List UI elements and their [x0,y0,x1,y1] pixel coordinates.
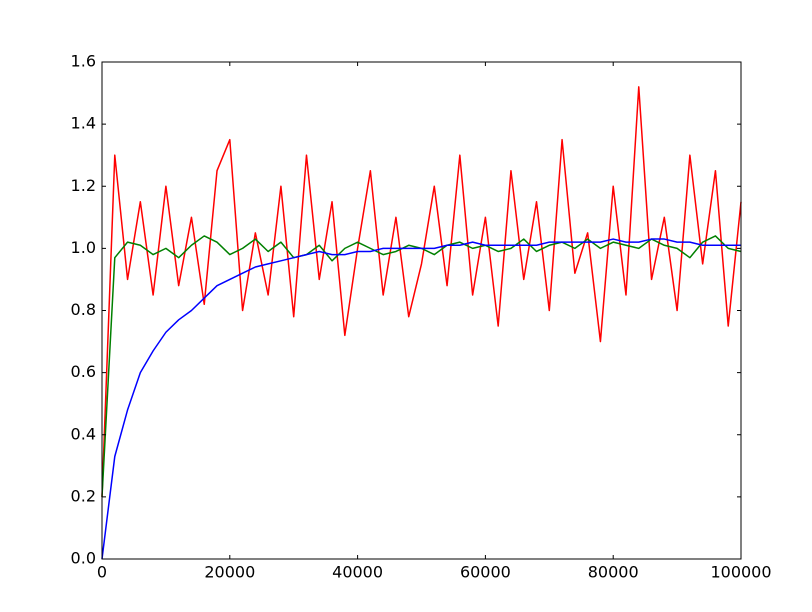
y-tick-label: 1.4 [71,114,96,133]
x-tick-label: 60000 [460,563,511,582]
data-line [101,235,742,497]
x-tick-label: 80000 [588,563,639,582]
x-tick-label: 100000 [710,563,771,582]
x-tick-label: 0 [97,563,107,582]
y-tick-label: 0.4 [71,424,96,443]
data-line [101,86,742,497]
y-tick-label: 0.2 [71,486,96,505]
data-line [101,238,741,560]
y-tick-label: 0.8 [71,300,96,319]
y-tick-label: 0.6 [71,362,96,381]
x-tick-label: 40000 [332,563,383,582]
x-tick-label: 20000 [204,563,255,582]
y-tick-label: 1.0 [71,238,96,257]
y-tick-label: 1.2 [71,176,96,195]
y-tick-label: 0.0 [71,549,96,568]
y-tick-label: 1.6 [71,52,96,71]
plot-frame [101,61,742,560]
